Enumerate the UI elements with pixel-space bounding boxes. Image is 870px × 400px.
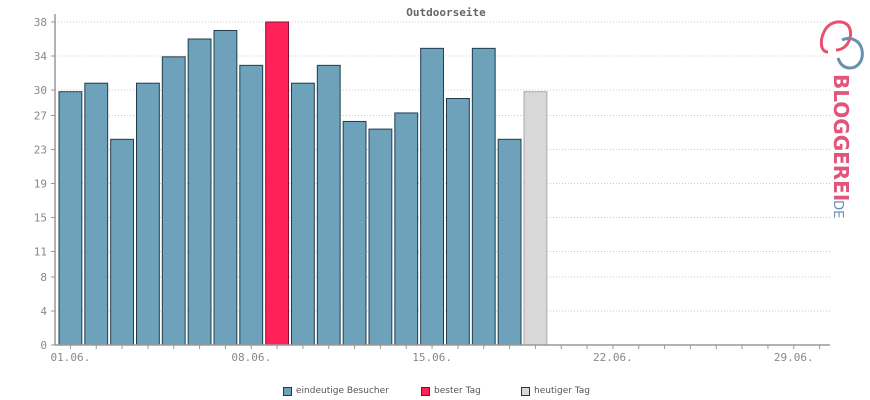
bar xyxy=(497,138,522,346)
axes xyxy=(54,14,830,346)
x-tick-label: 22.06. xyxy=(593,351,633,364)
logo-text: BLOGGEREI xyxy=(829,74,853,201)
bars xyxy=(58,21,548,346)
y-tick-label: 23 xyxy=(34,144,47,157)
bar xyxy=(291,82,315,346)
legend-swatch-today xyxy=(521,386,530,396)
x-tick-label: 29.06. xyxy=(774,351,814,364)
y-tick-label: 34 xyxy=(34,50,48,63)
bar xyxy=(136,82,160,346)
logo-suffix: .DE xyxy=(830,196,845,218)
legend-swatch-best-day xyxy=(421,386,430,396)
legend-label-best-day: bester Tag xyxy=(434,386,481,396)
bar-best-day xyxy=(265,21,289,346)
bar-today xyxy=(523,91,548,346)
x-tick-labels: 01.06. 08.06. 15.06. 22.06. 29.06. xyxy=(51,345,821,364)
bar xyxy=(84,82,109,346)
y-tick-label: 19 xyxy=(34,178,47,191)
bar xyxy=(471,47,496,346)
legend-item-best-day: bester Tag xyxy=(421,386,481,396)
bar xyxy=(342,120,367,346)
legend-label-today: heutiger Tag xyxy=(534,386,591,396)
bar xyxy=(213,30,238,346)
chart-title: Outdoorseite xyxy=(406,6,486,19)
bar xyxy=(420,47,444,346)
legend-item-visitors: eindeutige Besucher xyxy=(283,386,389,396)
bar xyxy=(394,112,419,346)
legend: eindeutige Besucher bester Tag heutiger … xyxy=(0,386,870,400)
bar xyxy=(187,38,212,346)
bar xyxy=(161,56,186,346)
x-tick-label: 01.06. xyxy=(51,351,91,364)
y-tick-label: 0 xyxy=(40,339,47,352)
y-tick-label: 27 xyxy=(34,110,47,123)
legend-item-today: heutiger Tag xyxy=(521,386,590,396)
y-tick-label: 30 xyxy=(34,84,47,97)
legend-swatch-visitors xyxy=(283,386,292,396)
y-tick-label: 11 xyxy=(34,246,47,259)
logo-bubble-red-icon xyxy=(819,20,853,54)
bar xyxy=(110,138,134,346)
bar xyxy=(368,128,393,346)
x-tick-label: 08.06. xyxy=(231,351,271,364)
bar xyxy=(239,64,264,346)
y-tick-label: 38 xyxy=(34,16,47,29)
legend-label-visitors: eindeutige Besucher xyxy=(296,386,389,396)
bar xyxy=(58,91,83,346)
x-tick-label: 15.06. xyxy=(412,351,452,364)
bar xyxy=(446,98,470,346)
y-tick-label: 4 xyxy=(40,305,47,318)
y-tick-labels: 0 4 8 11 15 19 23 27 30 34 38 xyxy=(34,16,55,352)
bloggerei-logo: BLOGGEREI .DE xyxy=(819,20,864,218)
y-tick-label: 15 xyxy=(34,212,47,225)
logo-bubble-blue-icon xyxy=(836,36,864,70)
bar xyxy=(316,64,341,346)
y-tick-label: 8 xyxy=(40,271,47,284)
